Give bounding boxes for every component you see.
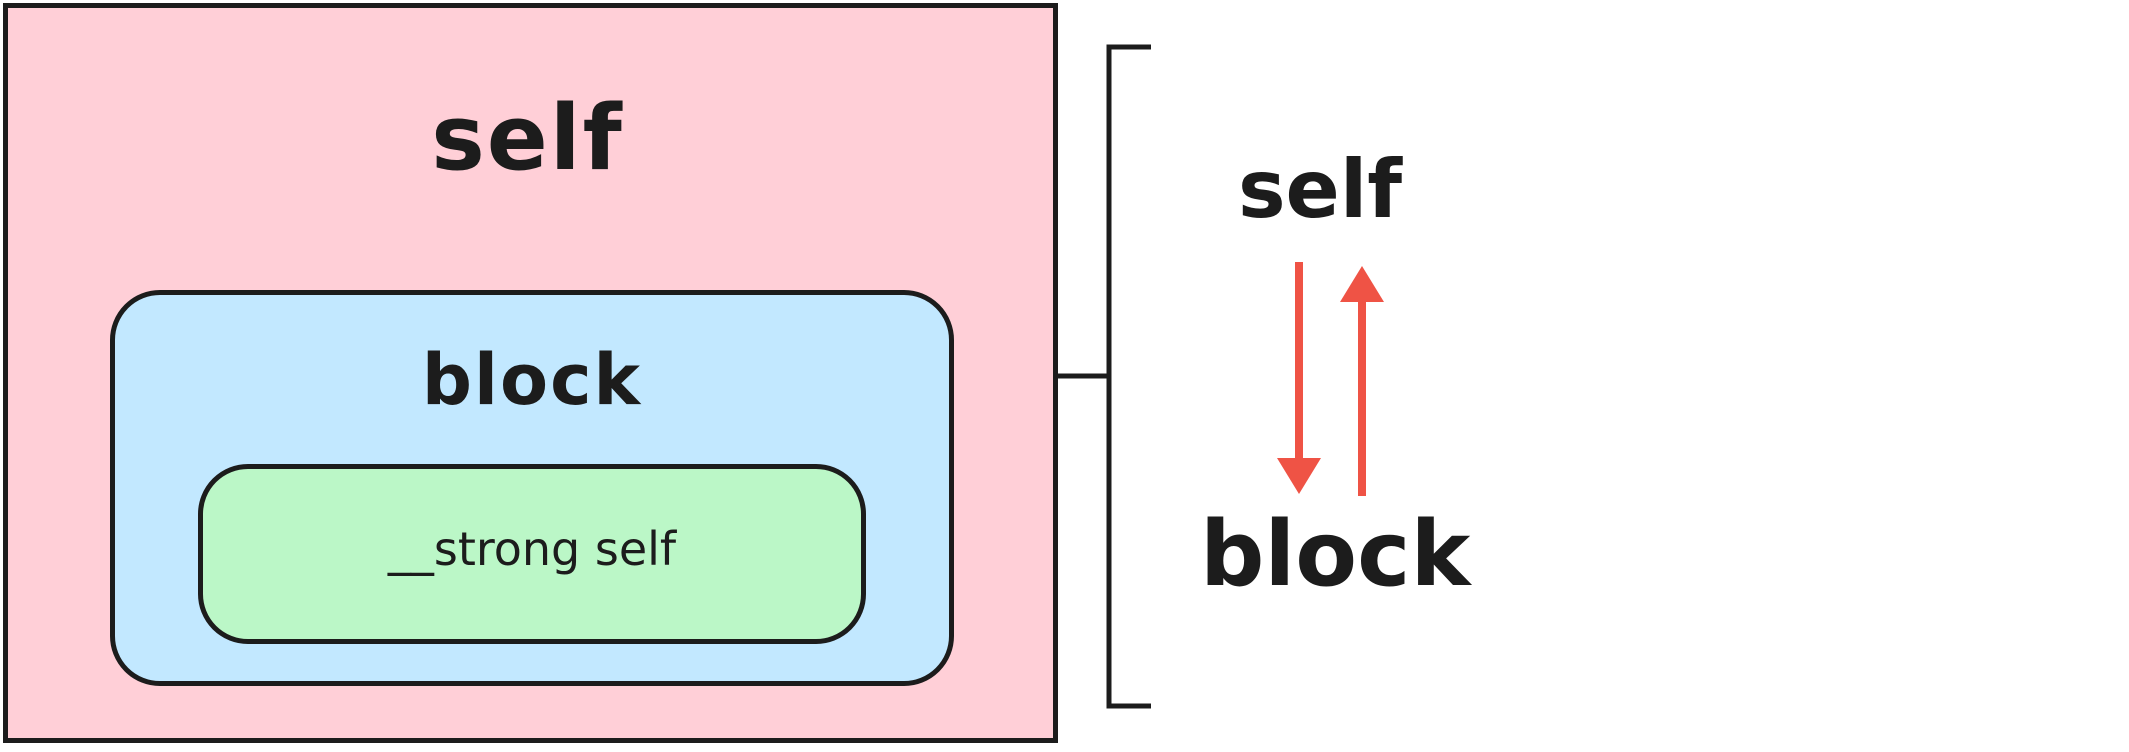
arrow-down-head bbox=[1277, 458, 1321, 494]
reference-arrows bbox=[1277, 262, 1384, 496]
block-scope-title: block bbox=[421, 339, 643, 421]
relation-block-label: block bbox=[1200, 502, 1471, 607]
strong-self-box bbox=[198, 464, 866, 644]
bracket-outline bbox=[1106, 44, 1151, 709]
arrow-up-head bbox=[1340, 266, 1384, 302]
relation-self-label: self bbox=[1237, 143, 1403, 236]
self-scope-title: self bbox=[431, 86, 624, 191]
strong-self-label: __strong self bbox=[387, 522, 677, 576]
bracket bbox=[1058, 44, 1151, 709]
